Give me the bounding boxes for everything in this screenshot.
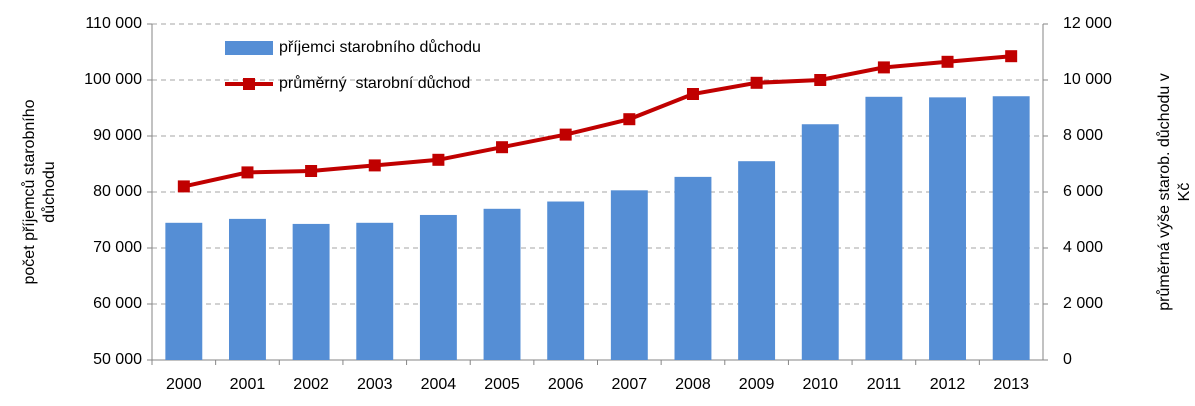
x-tick-label: 2013 [993,376,1029,393]
line-marker [177,180,190,193]
bar [229,218,266,360]
y2-tick-label: 10 000 [1063,71,1112,88]
y-tick-label: 60 000 [93,295,142,312]
y2-axis-title: průměrná výše starob. důchodu v Kč [1155,73,1193,310]
line-marker [496,141,509,154]
x-tick-label: 2012 [930,376,966,393]
x-tick-label: 2008 [675,376,711,393]
line [183,54,1012,189]
y2-axis-title-line: Kč [1176,183,1193,202]
line-marker [750,76,763,89]
y2-tick-label: 2 000 [1063,295,1103,312]
x-tick-label: 2010 [802,376,838,393]
line-marker [432,153,445,166]
x-tick-label: 2000 [166,376,202,393]
y-tick-label: 70 000 [93,239,142,256]
legend-swatch [243,78,255,90]
line-marker [686,88,699,100]
bar [929,97,966,361]
line-marker [941,55,954,68]
x-tick-label: 2003 [357,376,393,393]
line-marker [814,74,827,86]
y-axis-title-line: důchodu [40,161,58,222]
y-tick-label: 90 000 [93,127,142,144]
y-tick-label: 50 000 [93,351,142,368]
x-tick-label: 2005 [484,376,520,393]
x-tick-label: 2004 [421,376,457,393]
line-marker [1005,50,1018,63]
x-tick-label: 2009 [739,376,775,393]
bar [801,124,839,361]
bar [483,208,521,360]
line-marker [368,159,381,172]
y2-tick-label: 0 [1063,351,1072,368]
x-tick-label: 2007 [612,376,648,393]
line-marker [241,166,254,179]
x-tick-label: 2002 [293,376,329,393]
y-tick-label: 80 000 [93,183,142,200]
x-tick-label: 2006 [548,376,584,393]
bar [547,201,585,360]
x-tick-label: 2011 [867,376,902,393]
bar [674,176,712,360]
line-marker [877,61,890,74]
x-tick-label: 2001 [230,376,266,393]
legend-label: průměrný starobní důchod [279,74,470,92]
line-marker [305,165,318,177]
y2-tick-label: 4 000 [1063,239,1103,256]
legend-swatch [225,41,273,55]
bar [610,190,648,360]
y2-axis-title-line: průměrná výše starob. důchodu v [1155,73,1173,310]
bar [738,161,776,360]
line-marker [559,128,572,141]
legend-label: příjemci starobního důchodu [279,38,481,56]
bar [419,214,457,360]
y2-tick-label: 6 000 [1063,183,1103,200]
bar [292,223,330,360]
line-marker [623,113,636,126]
bar [992,96,1030,361]
y-tick-label: 100 000 [84,71,142,88]
y-tick-label: 110 000 [85,15,142,32]
y-axis-title: počet příjemců starobního důchodu [20,99,58,284]
y2-tick-label: 12 000 [1063,15,1112,32]
bar [165,222,203,360]
y-axis-title-line: počet příjemců starobního [20,99,38,284]
y2-tick-label: 8 000 [1063,127,1103,144]
bar [356,222,394,360]
bar [865,96,903,361]
